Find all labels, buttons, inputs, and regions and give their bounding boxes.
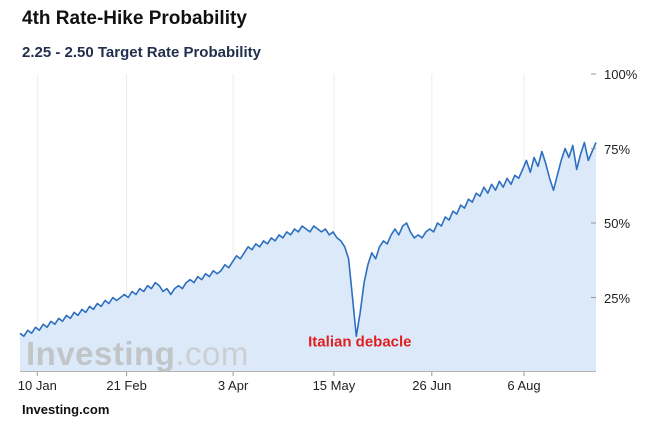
x-axis-tick-label: 21 Feb	[106, 378, 147, 393]
y-axis-tick-label: 50%	[604, 216, 631, 231]
x-axis-tick-label: 26 Jun	[412, 378, 452, 393]
chart-subtitle: 2.25 - 2.50 Target Rate Probability	[22, 44, 261, 61]
x-axis-tick-label: 10 Jan	[17, 378, 57, 393]
y-axis-tick-label: 100%	[604, 67, 638, 82]
probability-area-chart: Investing.com Italian debacle	[19, 73, 597, 376]
x-axis-tick-label: 6 Aug	[507, 378, 541, 393]
y-axis-tick-label: 25%	[604, 290, 631, 306]
y-axis-labels: 25% 50% 75% 100%	[604, 67, 656, 372]
page-title: 4th Rate-Hike Probability	[22, 8, 247, 29]
source-credit: Investing.com	[22, 402, 110, 417]
x-axis-tick-label: 15 May	[312, 378, 356, 393]
y-axis-tick-label: 75%	[604, 141, 631, 157]
chart-canvas	[19, 73, 597, 376]
x-axis-labels: 10 Jan 21 Feb 3 Apr 15 May 26 Jun 6 Aug	[17, 378, 596, 396]
x-axis-tick-label: 3 Apr	[217, 378, 249, 393]
annotation-italian-debacle: Italian debacle	[308, 333, 412, 351]
